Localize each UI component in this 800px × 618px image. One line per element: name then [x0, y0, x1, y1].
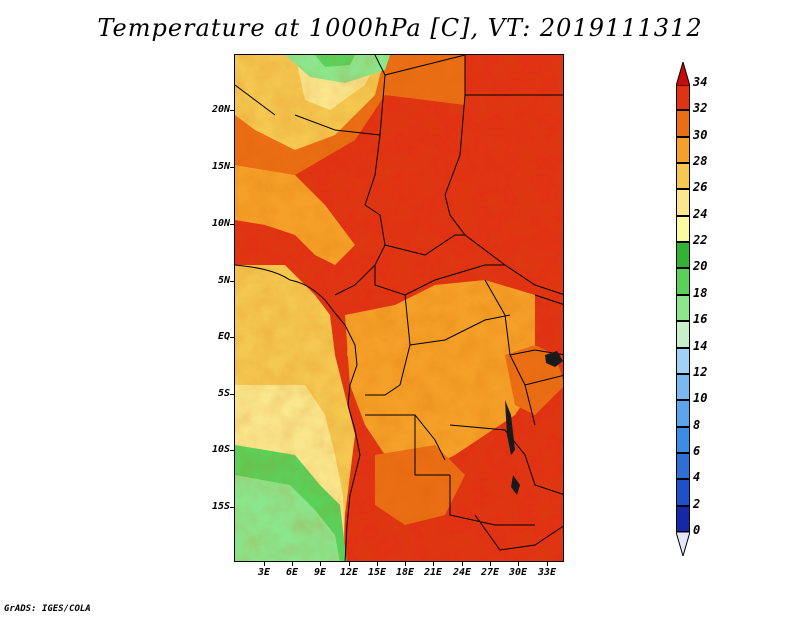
- lat-tick: [230, 337, 234, 338]
- colorbar-label: 2: [693, 496, 701, 511]
- colorbar-label: 24: [693, 206, 708, 221]
- colorbar-label: 26: [693, 180, 708, 195]
- colorbar-label: 30: [693, 127, 708, 142]
- colorbar-segment: [676, 505, 690, 532]
- lat-tick: [230, 281, 234, 282]
- lon-tick: [377, 562, 378, 566]
- colorbar-segment: [676, 452, 690, 480]
- lake-tanganyika: [505, 400, 515, 455]
- lat-label: 5S: [217, 388, 230, 399]
- lat-label: 15S: [211, 501, 230, 512]
- colorbar-segment: [676, 110, 690, 137]
- colorbar-segment: [676, 400, 690, 427]
- lat-label: EQ: [217, 331, 230, 342]
- colorbar-label: 8: [693, 417, 701, 432]
- colorbar-label: 6: [693, 443, 701, 458]
- colorbar-segment: [676, 84, 690, 111]
- lon-tick: [462, 562, 463, 566]
- lon-label: 6E: [285, 567, 299, 578]
- colorbar-label: 28: [693, 154, 708, 169]
- lat-tick: [230, 110, 234, 111]
- coastline: [235, 264, 361, 561]
- lon-tick: [292, 562, 293, 566]
- map-canvas: [235, 55, 563, 561]
- colorbar-segment: [676, 136, 690, 164]
- lake-victoria: [545, 351, 563, 367]
- colorbar-label: 4: [693, 470, 701, 485]
- lon-label: 15E: [367, 567, 387, 578]
- lat-tick: [230, 450, 234, 451]
- lat-tick: [230, 224, 234, 225]
- colorbar-segment: [676, 268, 690, 295]
- lon-tick: [320, 562, 321, 566]
- temperature-map[interactable]: [234, 54, 564, 562]
- lat-label: 20N: [211, 104, 230, 115]
- colorbar-segment: [676, 163, 690, 190]
- colorbar-bottom-arrow: [676, 532, 690, 556]
- lat-label: 15N: [211, 161, 230, 172]
- field-texture: [235, 55, 563, 561]
- colorbar-top-arrow: [676, 62, 690, 86]
- colorbar-segment: [676, 373, 690, 401]
- lon-label: 18E: [395, 567, 415, 578]
- colorbar-segment: [676, 215, 690, 243]
- colorbar-segment: [676, 479, 690, 506]
- lon-tick: [433, 562, 434, 566]
- lon-tick: [490, 562, 491, 566]
- colorbar-label: 22: [693, 233, 708, 248]
- colorbar-label: 32: [693, 101, 708, 116]
- lat-label: 5N: [217, 275, 230, 286]
- lat-tick: [230, 167, 234, 168]
- lon-label: 9E: [313, 567, 327, 578]
- colorbar-label: 12: [693, 364, 708, 379]
- colorbar-label: 18: [693, 285, 708, 300]
- lakes: [505, 351, 563, 495]
- lon-tick: [518, 562, 519, 566]
- colorbar-segment: [676, 426, 690, 453]
- colorbar-label: 16: [693, 312, 708, 327]
- colorbar-segment: [676, 347, 690, 374]
- lon-label: 24E: [452, 567, 472, 578]
- colorbar-segment: [676, 321, 690, 348]
- lon-label: 27E: [480, 567, 500, 578]
- lon-label: 33E: [537, 567, 557, 578]
- lake-malawi: [511, 475, 520, 495]
- lon-label: 30E: [508, 567, 528, 578]
- colorbar-label: 20: [693, 259, 708, 274]
- lat-tick: [230, 507, 234, 508]
- footer-credit: GrADS: IGES/COLA: [4, 604, 91, 614]
- lon-label: 12E: [339, 567, 359, 578]
- colorbar-label: 10: [693, 391, 708, 406]
- lon-tick: [547, 562, 548, 566]
- lon-label: 3E: [257, 567, 271, 578]
- chart-title: Temperature at 1000hPa [C], VT: 20191113…: [97, 14, 703, 42]
- colorbar-segment: [676, 242, 690, 269]
- lon-tick: [264, 562, 265, 566]
- colorbar-label: 0: [693, 523, 701, 537]
- borders: [235, 55, 563, 561]
- lat-tick: [230, 394, 234, 395]
- colorbar-segment: [676, 294, 690, 322]
- colorbar-segment: [676, 189, 690, 216]
- lon-label: 21E: [423, 567, 443, 578]
- colorbar-label: 34: [693, 75, 708, 89]
- colorbar: [676, 84, 690, 532]
- lat-label: 10N: [211, 218, 230, 229]
- lat-label: 10S: [211, 444, 230, 455]
- lon-tick: [405, 562, 406, 566]
- colorbar-label: 14: [693, 338, 708, 353]
- lon-tick: [349, 562, 350, 566]
